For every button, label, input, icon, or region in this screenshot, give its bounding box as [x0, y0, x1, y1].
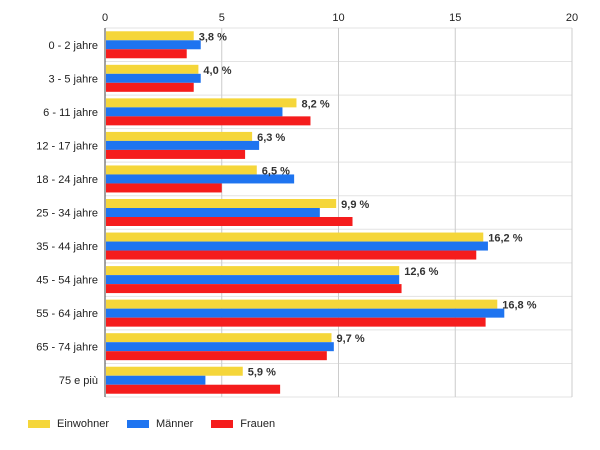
bar-m-nner — [106, 107, 283, 117]
legend: Einwohner Männer Frauen — [28, 416, 293, 432]
legend-label-maenner: Männer — [155, 418, 194, 430]
legend-item-maenner: Männer — [126, 418, 194, 430]
bar-einwohner — [106, 64, 199, 74]
bar-einwohner — [106, 199, 337, 208]
category-label: 25 - 34 jahre — [36, 208, 98, 220]
bar-m-nner — [106, 73, 201, 83]
category-label: 75 e più — [59, 375, 98, 387]
bar-einwohner — [106, 98, 297, 108]
category-label: 45 - 54 jahre — [36, 275, 98, 287]
bar-m-nner — [106, 241, 488, 251]
category-label: 18 - 24 jahre — [36, 174, 98, 186]
x-tick-label: 10 — [332, 12, 344, 24]
category-label: 3 - 5 jahre — [48, 73, 98, 85]
bar-frauen — [106, 250, 477, 260]
bar-frauen — [106, 284, 402, 294]
legend-label-frauen: Frauen — [240, 418, 276, 430]
bar-m-nner — [106, 40, 201, 50]
x-tick-label: 20 — [566, 12, 578, 24]
legend-item-einwohner: Einwohner — [28, 418, 109, 430]
bar-frauen — [106, 116, 311, 126]
data-label: 8,2 % — [301, 98, 329, 110]
data-label: 16,2 % — [488, 233, 522, 245]
data-label: 9,7 % — [336, 333, 364, 345]
bar-einwohner — [106, 299, 498, 309]
category-label: 55 - 64 jahre — [36, 308, 98, 320]
bar-frauen — [106, 183, 222, 193]
x-tick-label: 0 — [102, 12, 108, 24]
x-tick-label: 15 — [449, 12, 461, 24]
category-label: 6 - 11 jahre — [43, 107, 98, 119]
bar-einwohner — [106, 31, 194, 41]
bar-frauen — [106, 317, 486, 327]
category-label: 12 - 17 jahre — [36, 140, 98, 152]
data-label: 6,3 % — [257, 132, 285, 144]
bar-einwohner — [106, 333, 332, 343]
bar-einwohner — [106, 165, 257, 175]
data-label: 5,9 % — [248, 367, 276, 379]
data-label: 16,8 % — [502, 300, 536, 312]
bar-frauen — [106, 217, 353, 226]
bar-frauen — [106, 49, 187, 59]
category-label: 35 - 44 jahre — [36, 241, 98, 253]
category-label: 65 - 74 jahre — [36, 342, 98, 354]
category-label: 0 - 2 jahre — [48, 40, 98, 52]
bar-m-nner — [106, 375, 206, 385]
bar-frauen — [106, 384, 281, 394]
bar-m-nner — [106, 275, 400, 285]
bar-einwohner — [106, 366, 243, 376]
bar-frauen — [106, 351, 327, 361]
legend-swatch-frauen — [211, 420, 234, 428]
data-label: 6,5 % — [262, 165, 290, 177]
bar-m-nner — [106, 140, 260, 150]
legend-item-frauen: Frauen — [211, 418, 275, 430]
bar-m-nner — [106, 174, 295, 184]
bar-einwohner — [106, 232, 484, 242]
bar-m-nner — [106, 342, 334, 352]
bar-m-nner — [106, 308, 505, 318]
legend-swatch-maenner — [126, 420, 149, 428]
bar-einwohner — [106, 131, 253, 141]
bar-einwohner — [106, 266, 400, 276]
data-label: 12,6 % — [404, 266, 438, 278]
data-label: 3,8 % — [199, 31, 227, 43]
legend-label-einwohner: Einwohner — [57, 418, 109, 430]
legend-swatch-einwohner — [28, 420, 50, 428]
x-tick-label: 5 — [219, 12, 225, 24]
data-label: 9,9 % — [341, 199, 369, 211]
bar-frauen — [106, 82, 194, 92]
bar-frauen — [106, 149, 246, 159]
data-label: 4,0 % — [203, 65, 231, 77]
bar-m-nner — [106, 208, 320, 217]
